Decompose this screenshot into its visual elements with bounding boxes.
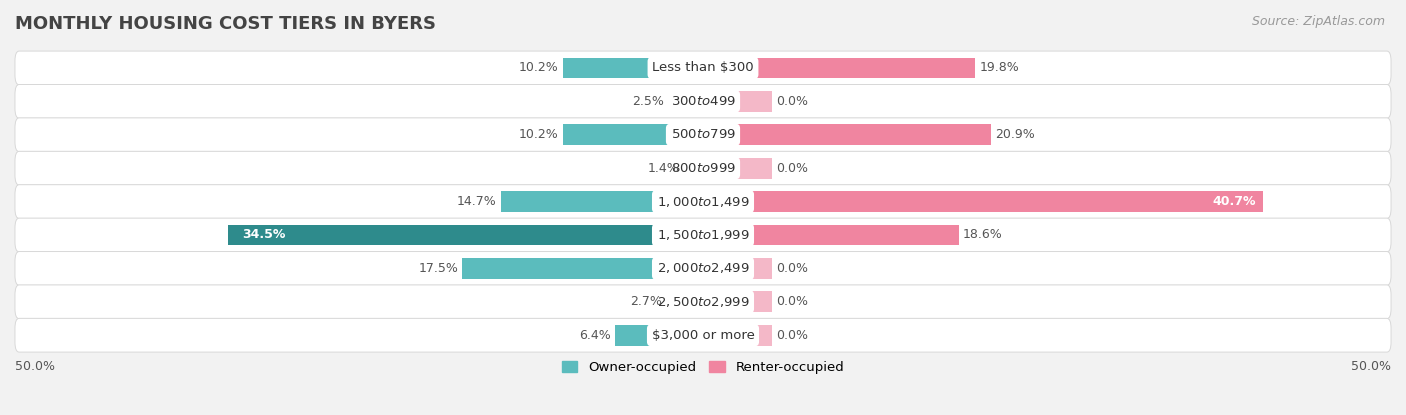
Bar <box>669 91 703 112</box>
FancyBboxPatch shape <box>15 218 1391 252</box>
Bar <box>562 58 703 78</box>
Text: Source: ZipAtlas.com: Source: ZipAtlas.com <box>1251 15 1385 27</box>
Bar <box>703 191 1263 212</box>
Text: $2,500 to $2,999: $2,500 to $2,999 <box>657 295 749 309</box>
Text: 1.4%: 1.4% <box>648 162 679 175</box>
Text: 20.9%: 20.9% <box>994 128 1035 141</box>
Bar <box>703 58 976 78</box>
Text: $300 to $499: $300 to $499 <box>671 95 735 108</box>
Text: $1,500 to $1,999: $1,500 to $1,999 <box>657 228 749 242</box>
Bar <box>703 124 990 145</box>
Text: 14.7%: 14.7% <box>457 195 496 208</box>
FancyBboxPatch shape <box>15 151 1391 185</box>
Text: 18.6%: 18.6% <box>963 229 1002 242</box>
Text: $500 to $799: $500 to $799 <box>671 128 735 141</box>
Bar <box>703 225 959 245</box>
Text: $2,000 to $2,499: $2,000 to $2,499 <box>657 261 749 276</box>
Text: 0.0%: 0.0% <box>776 162 808 175</box>
FancyBboxPatch shape <box>15 285 1391 319</box>
Text: 17.5%: 17.5% <box>418 262 458 275</box>
Bar <box>683 158 703 178</box>
Text: MONTHLY HOUSING COST TIERS IN BYERS: MONTHLY HOUSING COST TIERS IN BYERS <box>15 15 436 33</box>
Text: $3,000 or more: $3,000 or more <box>651 329 755 342</box>
Bar <box>228 225 703 245</box>
Bar <box>703 258 772 279</box>
FancyBboxPatch shape <box>15 51 1391 85</box>
Text: 2.7%: 2.7% <box>630 295 662 308</box>
FancyBboxPatch shape <box>15 185 1391 218</box>
Text: 50.0%: 50.0% <box>1351 360 1391 373</box>
Text: 2.5%: 2.5% <box>633 95 665 108</box>
Legend: Owner-occupied, Renter-occupied: Owner-occupied, Renter-occupied <box>557 356 849 379</box>
Bar <box>703 158 772 178</box>
Text: Less than $300: Less than $300 <box>652 61 754 74</box>
Bar <box>703 291 772 312</box>
Text: 0.0%: 0.0% <box>776 329 808 342</box>
Bar <box>501 191 703 212</box>
Text: 0.0%: 0.0% <box>776 295 808 308</box>
Text: 0.0%: 0.0% <box>776 95 808 108</box>
FancyBboxPatch shape <box>15 118 1391 151</box>
Text: 40.7%: 40.7% <box>1212 195 1256 208</box>
Bar <box>666 291 703 312</box>
Text: 19.8%: 19.8% <box>980 61 1019 74</box>
Bar <box>463 258 703 279</box>
FancyBboxPatch shape <box>15 85 1391 118</box>
Text: 6.4%: 6.4% <box>579 329 610 342</box>
Text: 10.2%: 10.2% <box>519 128 558 141</box>
Text: 50.0%: 50.0% <box>15 360 55 373</box>
Text: 34.5%: 34.5% <box>242 229 285 242</box>
Bar <box>703 91 772 112</box>
Text: 10.2%: 10.2% <box>519 61 558 74</box>
Bar <box>703 325 772 346</box>
Bar <box>562 124 703 145</box>
Text: $1,000 to $1,499: $1,000 to $1,499 <box>657 195 749 209</box>
Text: $800 to $999: $800 to $999 <box>671 162 735 175</box>
Text: 0.0%: 0.0% <box>776 262 808 275</box>
FancyBboxPatch shape <box>15 318 1391 352</box>
FancyBboxPatch shape <box>15 251 1391 285</box>
Bar <box>614 325 703 346</box>
